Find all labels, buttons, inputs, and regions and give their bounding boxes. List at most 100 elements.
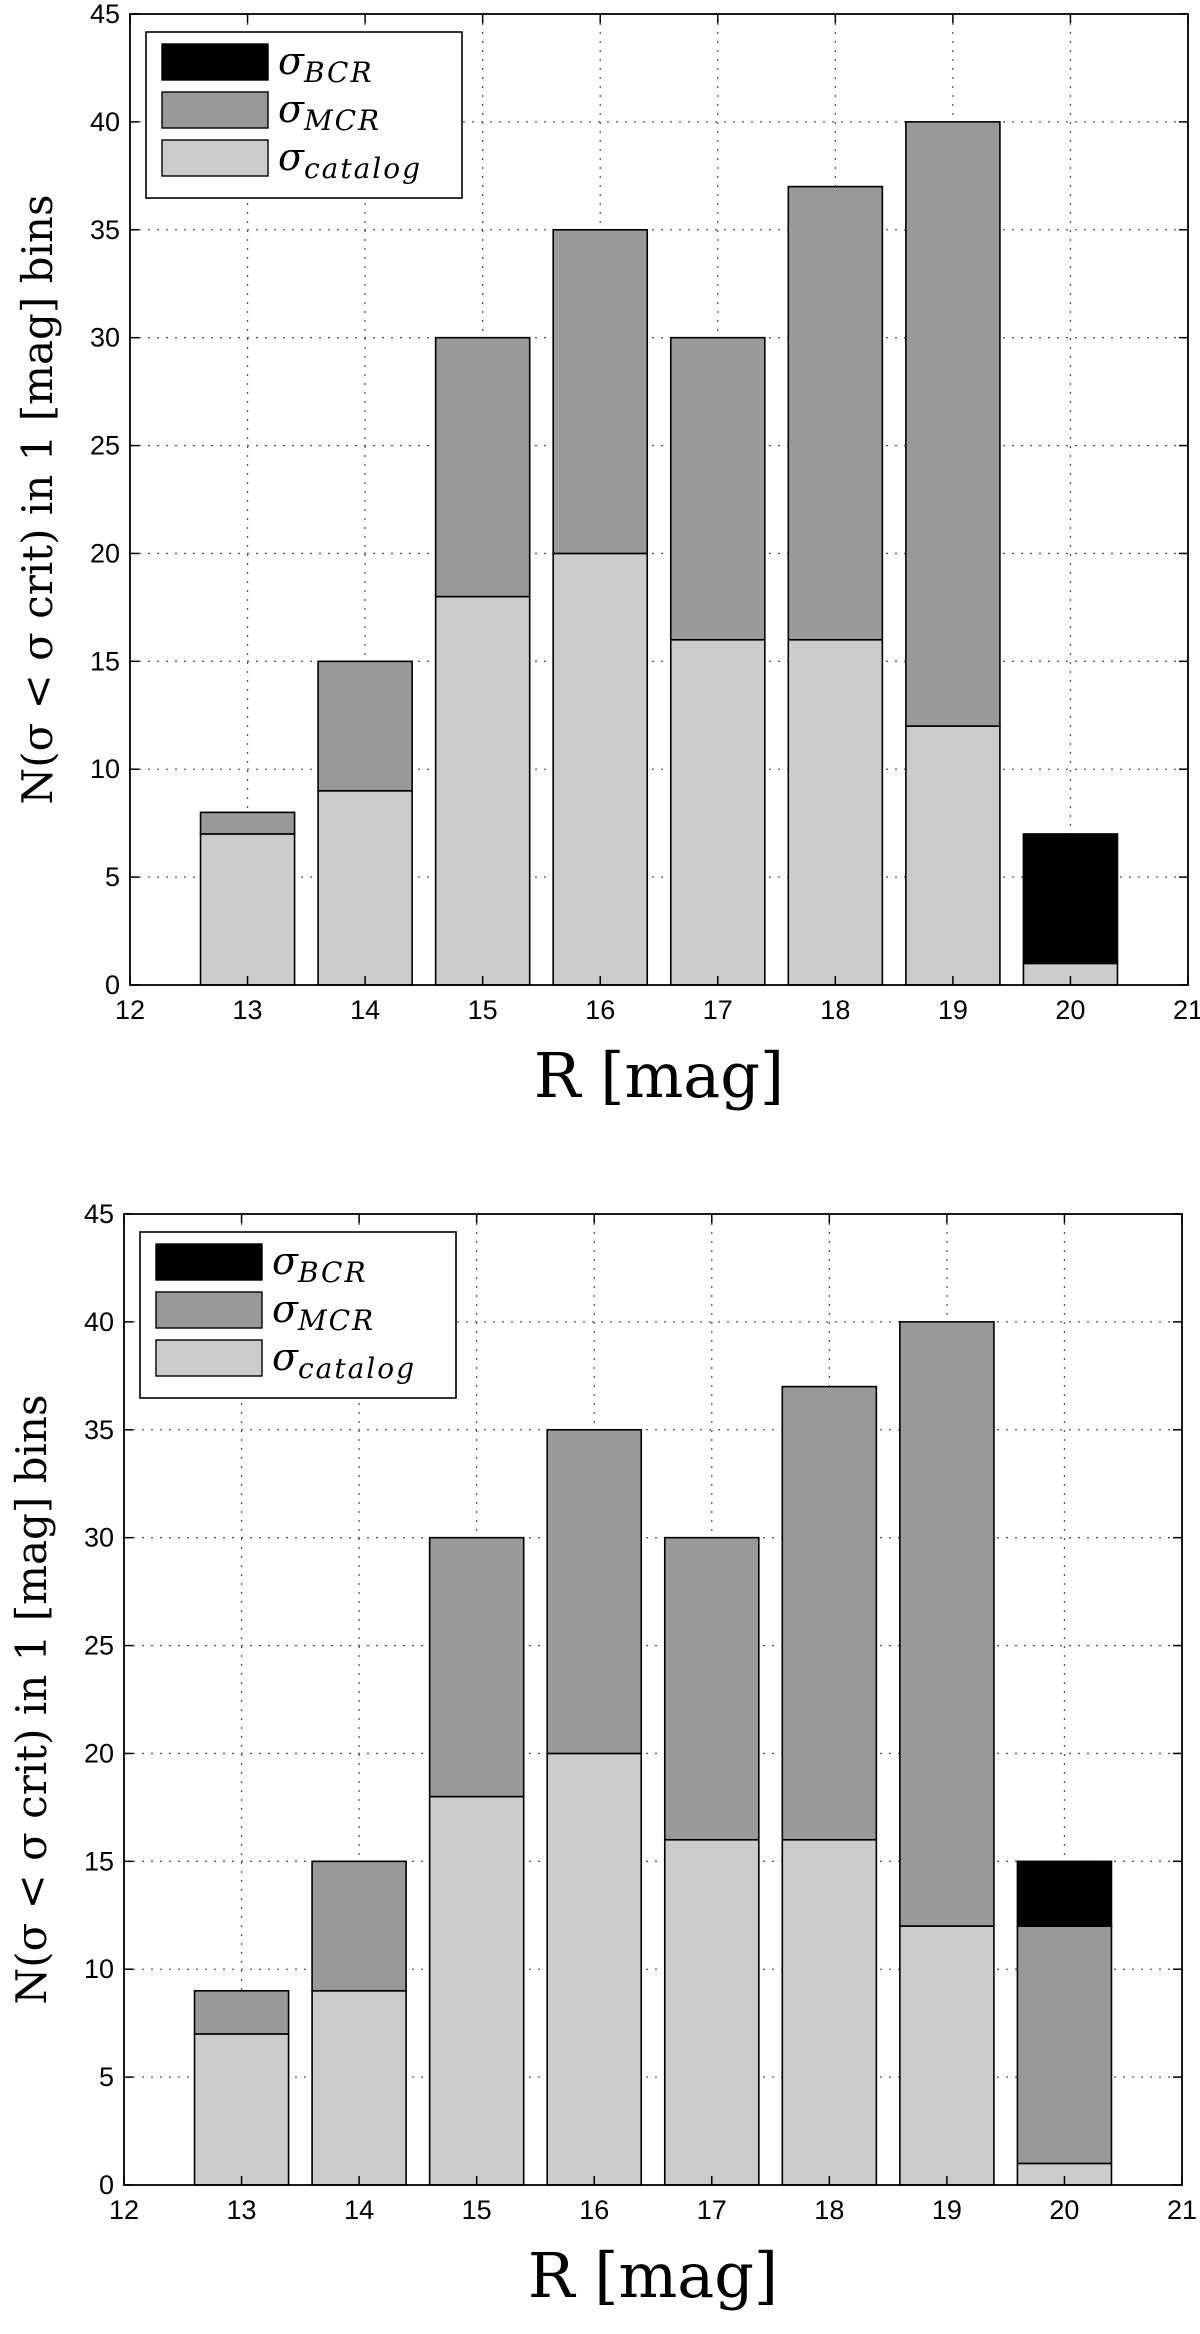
y-tick-label: 5 xyxy=(105,862,120,892)
bar-MCR-17 xyxy=(669,336,766,641)
y-tick-label: 15 xyxy=(84,1846,114,1876)
legend-subscript: catalog xyxy=(304,152,422,185)
bar-catalog-14 xyxy=(317,789,413,986)
y-tick-label: 10 xyxy=(90,754,120,784)
legend-label-MCR: σMCR xyxy=(278,87,381,137)
x-tick-label: 14 xyxy=(350,995,380,1025)
legend-symbol: σ xyxy=(278,39,305,83)
y-tick-label: 0 xyxy=(99,2170,114,2200)
legend-symbol: σ xyxy=(272,1287,299,1331)
x-tick-label: 19 xyxy=(932,2195,962,2225)
legend-subscript: MCR xyxy=(297,1304,375,1337)
legend-symbol: σ xyxy=(278,135,305,179)
y-tick-label: 5 xyxy=(99,2062,114,2092)
chart-bottom: 12 13 14 15 16 17 18 19 20 21 0 5 10 15 20 25 30 35 40 45 R … xyxy=(7,1200,1197,2312)
legend-symbol: σ xyxy=(278,87,305,131)
bar-catalog-18 xyxy=(781,1838,878,2186)
bar-catalog-16 xyxy=(546,1752,643,2186)
y-tick-label: 25 xyxy=(90,431,120,461)
legend-swatch-BCR xyxy=(155,1243,263,1281)
legend-swatch-MCR xyxy=(155,1291,263,1329)
y-tick-label: 25 xyxy=(84,1631,114,1661)
legend-label-MCR: σMCR xyxy=(272,1287,375,1337)
bar-MCR-13 xyxy=(193,1989,290,2035)
x-tick-label: 13 xyxy=(233,995,263,1025)
y-tick-label: 45 xyxy=(90,0,120,29)
y-tick-label: 35 xyxy=(90,215,120,245)
x-tick-label: 18 xyxy=(814,2195,844,2225)
bar-MCR-19 xyxy=(905,121,1001,727)
bar-catalog-13 xyxy=(199,833,296,986)
bar-MCR-14 xyxy=(311,1860,407,1992)
y-axis-label: N(σ < σ crit) in 1 [mag] bins xyxy=(7,1394,56,2004)
bar-MCR-19 xyxy=(899,1321,995,1927)
legend-subscript: BCR xyxy=(297,1256,368,1289)
legend-symbol: σ xyxy=(272,1335,299,1379)
bar-BCR-20 xyxy=(1022,833,1119,965)
bar-MCR-18 xyxy=(787,185,884,641)
x-tick-label: 17 xyxy=(697,2195,727,2225)
bar-catalog-19 xyxy=(905,725,1001,986)
bar-catalog-18 xyxy=(787,638,884,986)
bar-MCR-15 xyxy=(434,336,531,598)
legend-subscript: MCR xyxy=(303,104,381,137)
legend-subscript: catalog xyxy=(298,1352,416,1385)
bar-MCR-14 xyxy=(317,660,413,792)
y-tick-label: 15 xyxy=(90,646,120,676)
x-tick-label: 21 xyxy=(1173,995,1200,1025)
bar-catalog-13 xyxy=(193,2033,290,2186)
legend-swatch-catalog xyxy=(155,1339,263,1377)
bar-MCR-16 xyxy=(552,228,649,555)
bar-catalog-16 xyxy=(552,552,649,986)
bar-MCR-20 xyxy=(1016,1925,1113,2165)
y-tick-label: 35 xyxy=(84,1415,114,1445)
x-tick-label: 21 xyxy=(1167,2195,1197,2225)
legend-label-catalog: σcatalog xyxy=(272,1335,416,1385)
legend-label-BCR: σBCR xyxy=(278,39,374,89)
y-tick-label: 30 xyxy=(84,1523,114,1553)
bar-MCR-18 xyxy=(781,1385,878,1841)
y-tick-label: 45 xyxy=(84,1200,114,1229)
legend-swatch-catalog xyxy=(161,139,269,177)
legend-swatch-MCR xyxy=(161,91,269,129)
bar-catalog-15 xyxy=(428,1795,525,2186)
x-tick-label: 13 xyxy=(227,2195,257,2225)
bar-catalog-17 xyxy=(669,638,766,986)
x-tick-label: 12 xyxy=(109,2195,139,2225)
y-tick-label: 20 xyxy=(84,1738,114,1768)
legend-label-BCR: σBCR xyxy=(272,1239,368,1289)
axes-frame xyxy=(129,13,1189,986)
y-tick-label: 10 xyxy=(84,1954,114,1984)
legend-subscript: BCR xyxy=(303,56,374,89)
bar-catalog-15 xyxy=(434,595,531,986)
bar-MCR-16 xyxy=(546,1428,643,1755)
bar-MCR-13 xyxy=(199,811,296,835)
x-tick-label: 16 xyxy=(585,995,615,1025)
x-tick-label: 12 xyxy=(115,995,145,1025)
bar-MCR-17 xyxy=(663,1536,760,1841)
legend-symbol: σ xyxy=(272,1239,299,1283)
x-tick-label: 15 xyxy=(468,995,498,1025)
bar-catalog-17 xyxy=(663,1838,760,2186)
x-tick-label: 16 xyxy=(579,2195,609,2225)
y-tick-label: 40 xyxy=(84,1307,114,1337)
y-tick-label: 0 xyxy=(105,970,120,1000)
bar-catalog-14 xyxy=(311,1989,407,2186)
x-tick-label: 14 xyxy=(344,2195,374,2225)
legend-label-catalog: σcatalog xyxy=(278,135,422,185)
y-tick-label: 20 xyxy=(90,538,120,568)
y-axis-label: N(σ < σ crit) in 1 [mag] bins xyxy=(13,194,62,804)
x-tick-label: 15 xyxy=(462,2195,492,2225)
bar-MCR-15 xyxy=(428,1536,525,1798)
x-tick-label: 20 xyxy=(1049,2195,1079,2225)
x-tick-label: 18 xyxy=(820,995,850,1025)
bar-catalog-19 xyxy=(899,1925,995,2186)
y-tick-label: 40 xyxy=(90,107,120,137)
x-tick-label: 19 xyxy=(938,995,968,1025)
x-axis-label: R [mag] xyxy=(534,1039,784,1112)
x-axis-label: R [mag] xyxy=(528,2239,778,2312)
legend-swatch-BCR xyxy=(161,43,269,81)
x-tick-label: 20 xyxy=(1055,995,1085,1025)
